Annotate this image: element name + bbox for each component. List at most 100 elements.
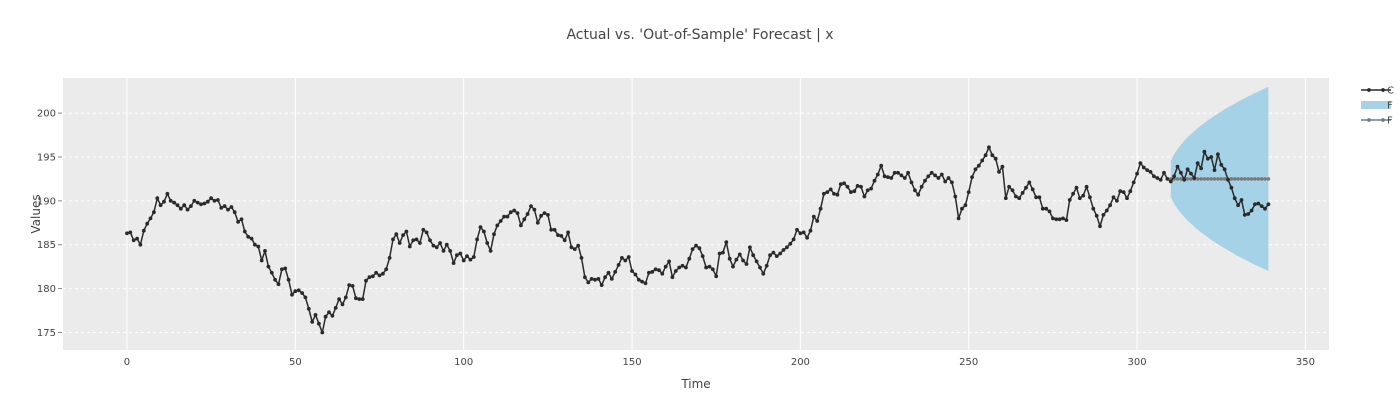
actual-point xyxy=(411,238,416,243)
actual-point xyxy=(219,206,224,210)
actual-point xyxy=(626,255,631,259)
test-point xyxy=(1229,185,1234,190)
actual-point xyxy=(367,275,372,280)
actual-point xyxy=(1064,218,1069,223)
actual-point xyxy=(842,181,846,186)
test-point xyxy=(1199,166,1203,171)
forecast-point xyxy=(1266,177,1271,181)
actual-point xyxy=(684,265,688,270)
actual-point xyxy=(832,191,836,196)
actual-point xyxy=(572,247,577,252)
actual-point xyxy=(128,230,133,235)
axis-ticks: 0 50 100 150 200 250 300 350 175 180 185 190 195 200 xyxy=(37,109,1315,368)
actual-point xyxy=(199,202,203,207)
forecast-point xyxy=(1263,177,1267,181)
actual-point xyxy=(131,238,136,243)
y-tick-label: 175 xyxy=(37,328,56,339)
actual-point xyxy=(202,201,207,206)
actual-point xyxy=(1115,198,1119,203)
actual-point xyxy=(997,170,1001,174)
actual-point xyxy=(354,296,358,301)
actual-point xyxy=(525,212,530,216)
actual-point xyxy=(269,270,274,275)
actual-point xyxy=(313,313,318,317)
actual-point xyxy=(1152,174,1156,179)
actual-point xyxy=(785,245,789,250)
actual-point xyxy=(1014,194,1018,199)
actual-point xyxy=(926,174,931,179)
actual-point xyxy=(205,199,210,204)
forecast-point xyxy=(1259,177,1264,181)
actual-point xyxy=(781,248,786,252)
actual-point xyxy=(1003,196,1008,201)
actual-point xyxy=(350,284,355,288)
actual-point xyxy=(337,297,341,301)
actual-point xyxy=(1108,203,1112,208)
actual-point xyxy=(630,269,634,273)
test-point xyxy=(1259,204,1264,209)
actual-point xyxy=(512,208,517,213)
forecast-point xyxy=(1253,177,1257,181)
test-point xyxy=(1189,171,1193,176)
actual-point xyxy=(495,223,500,228)
actual-point xyxy=(502,214,506,219)
actual-point xyxy=(1128,189,1133,194)
y-tick-label: 185 xyxy=(37,240,56,251)
forecast-point xyxy=(1212,177,1217,181)
legend[interactable]: CFF xyxy=(1361,86,1394,127)
actual-point xyxy=(956,216,961,221)
actual-point xyxy=(1091,206,1096,211)
actual-point xyxy=(734,257,739,262)
actual-point xyxy=(556,233,560,238)
y-tick-label: 190 xyxy=(37,196,56,207)
actual-point xyxy=(943,179,948,184)
actual-point xyxy=(697,246,702,251)
test-point xyxy=(1185,167,1190,172)
actual-point xyxy=(562,238,567,243)
actual-point xyxy=(317,321,321,326)
actual-point xyxy=(1088,195,1092,200)
actual-point xyxy=(875,172,880,177)
actual-point xyxy=(636,277,641,282)
test-point xyxy=(1266,202,1271,207)
legend-swatch-marker xyxy=(1367,88,1371,92)
forecast-point xyxy=(1229,177,1234,181)
forecast-point xyxy=(1199,177,1203,181)
test-point xyxy=(1239,198,1244,202)
actual-point xyxy=(613,270,618,274)
actual-point xyxy=(849,190,853,195)
actual-point xyxy=(1054,217,1059,222)
actual-point xyxy=(872,178,877,183)
actual-point xyxy=(232,210,237,215)
actual-point xyxy=(606,270,611,275)
x-tick-label: 100 xyxy=(454,357,473,368)
actual-point xyxy=(771,250,776,255)
actual-point xyxy=(586,280,591,285)
actual-point xyxy=(1017,196,1022,201)
actual-point xyxy=(1077,196,1082,201)
actual-point xyxy=(960,206,964,211)
legend-label: F xyxy=(1387,101,1393,112)
actual-point xyxy=(589,277,594,281)
actual-point xyxy=(505,214,510,219)
x-tick-label: 200 xyxy=(791,357,810,368)
actual-point xyxy=(751,253,756,258)
actual-point xyxy=(1020,191,1025,195)
x-axis-label: Time xyxy=(680,377,710,391)
actual-point xyxy=(653,267,658,272)
actual-point xyxy=(993,156,998,161)
actual-point xyxy=(690,247,695,252)
actual-point xyxy=(596,277,601,281)
actual-point xyxy=(815,219,820,223)
actual-point xyxy=(852,189,857,194)
legend-swatch-marker xyxy=(1381,88,1385,92)
y-tick-label: 195 xyxy=(37,152,56,163)
actual-point xyxy=(407,244,412,249)
chart-title: Actual vs. 'Out-of-Sample' Forecast | x xyxy=(566,27,833,43)
actual-point xyxy=(246,234,251,239)
actual-point xyxy=(1074,185,1079,190)
actual-point xyxy=(1034,195,1038,200)
actual-point xyxy=(838,182,843,187)
actual-point xyxy=(687,256,692,261)
forecast-point xyxy=(1243,177,1247,181)
